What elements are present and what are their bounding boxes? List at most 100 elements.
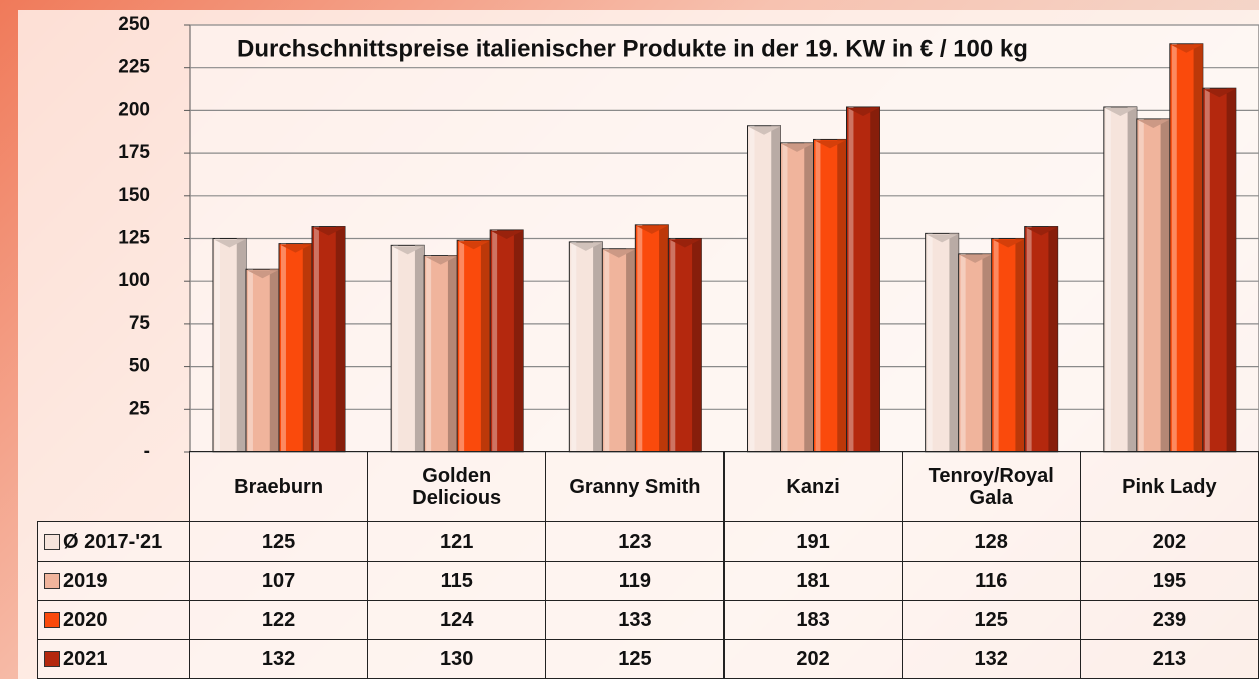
- bar-highlight: [571, 241, 577, 452]
- table-cell: 213: [1079, 639, 1259, 679]
- bar-cap: [847, 107, 879, 116]
- category-label: Kanzi: [786, 475, 840, 498]
- bar-shade: [1048, 226, 1058, 452]
- bar-group: [423, 255, 458, 453]
- bar-highlight: [960, 253, 966, 452]
- bar-group: [1103, 106, 1138, 453]
- value-label: 132: [974, 648, 1008, 670]
- bar-highlight: [604, 248, 610, 452]
- table-cell: 122: [189, 600, 369, 640]
- bar-highlight: [637, 224, 643, 452]
- category-label: Golden Delicious: [412, 464, 502, 509]
- bar-cap: [926, 234, 958, 243]
- value-label: 121: [440, 530, 474, 553]
- bar-highlight: [782, 142, 788, 453]
- bar-cap: [392, 246, 424, 255]
- table-cell: 125: [545, 639, 725, 679]
- bar-highlight: [1026, 226, 1032, 452]
- table-cell: 125: [189, 521, 369, 562]
- bar-shade: [593, 241, 603, 452]
- bar-group: [212, 238, 247, 453]
- value-label: 183: [796, 609, 830, 631]
- bar-group: [991, 238, 1026, 453]
- bar-group: [747, 125, 781, 453]
- bar-shade: [1127, 106, 1137, 452]
- bar-cap: [1170, 44, 1202, 53]
- bar-group: [245, 268, 280, 453]
- table-cell: Braeburn: [189, 451, 369, 522]
- bar-group: [456, 239, 491, 453]
- value-label: 191: [796, 530, 830, 553]
- legend-label: Ø 2017-'21: [63, 530, 163, 553]
- table-cell: 116: [901, 561, 1081, 601]
- bar-shade: [949, 233, 959, 452]
- table-cell: Kanzi: [723, 451, 903, 522]
- bar-highlight: [1138, 118, 1144, 452]
- table-cell: 132: [189, 639, 369, 679]
- bar-highlight: [459, 240, 465, 452]
- bar-highlight: [749, 125, 755, 452]
- y-tick-label: 225: [118, 57, 150, 78]
- bar-group: [846, 106, 880, 453]
- bar-cap: [636, 225, 668, 234]
- legend-label: 2021: [63, 648, 108, 670]
- table-cell: 202: [1079, 521, 1259, 562]
- value-label: 130: [440, 648, 474, 670]
- y-tick-label: 50: [129, 356, 150, 377]
- bar-highlight: [848, 106, 854, 452]
- bar-group: [601, 248, 636, 453]
- bar-group: [568, 241, 603, 453]
- legend-label: 2020: [63, 609, 108, 631]
- y-tick-label: 150: [118, 185, 150, 206]
- bar-shade: [771, 125, 781, 452]
- y-tick-label: 100: [118, 270, 150, 291]
- y-tick-label: 200: [118, 99, 150, 120]
- bar-group: [958, 253, 993, 453]
- legend-key: [44, 573, 60, 589]
- bar-cap: [781, 143, 813, 152]
- y-tick-label: 25: [129, 398, 151, 419]
- bar-cap: [214, 239, 245, 248]
- bar-cap: [280, 244, 311, 253]
- bar-highlight: [670, 238, 676, 452]
- bar-group: [925, 232, 960, 453]
- bar-shade: [269, 269, 279, 452]
- category-label: Pink Lady: [1122, 475, 1217, 498]
- bar-cap: [425, 256, 457, 265]
- bar-cap: [603, 249, 635, 258]
- bar-cap: [669, 239, 701, 248]
- table-cell: 125: [901, 600, 1081, 640]
- bar-group: [634, 224, 669, 453]
- bar-group: [311, 226, 346, 453]
- table-cell: 239: [1079, 600, 1259, 640]
- legend-key: [44, 612, 60, 628]
- table-cell: 132: [901, 639, 1081, 679]
- bar-shade: [236, 238, 246, 452]
- bar-shade: [626, 248, 636, 452]
- value-label: 239: [1152, 609, 1187, 631]
- bar-cap: [458, 241, 490, 250]
- bar-cap: [1025, 227, 1057, 236]
- bar-group: [489, 229, 524, 453]
- bar-shade: [837, 139, 847, 452]
- bar-highlight: [393, 245, 399, 452]
- table-cell: Granny Smith: [545, 451, 725, 522]
- value-label: 213: [1152, 648, 1187, 670]
- bar-shade: [1015, 238, 1025, 452]
- bar-highlight: [248, 269, 253, 452]
- bar-cap: [491, 230, 523, 239]
- bar-highlight: [1171, 43, 1177, 453]
- table-cell: Tenroy/Royal Gala: [901, 451, 1081, 522]
- bar-group: [1169, 43, 1204, 453]
- bar-cap: [814, 140, 846, 149]
- bar-cap: [959, 254, 991, 263]
- bar-cap: [313, 227, 344, 236]
- bar-shade: [513, 229, 524, 452]
- bar-shade: [1160, 118, 1170, 452]
- bar-cap: [247, 270, 278, 279]
- value-label: 202: [796, 648, 830, 670]
- bar-group: [780, 142, 814, 453]
- y-tick-label: 175: [118, 142, 150, 163]
- value-label: 115: [440, 570, 473, 592]
